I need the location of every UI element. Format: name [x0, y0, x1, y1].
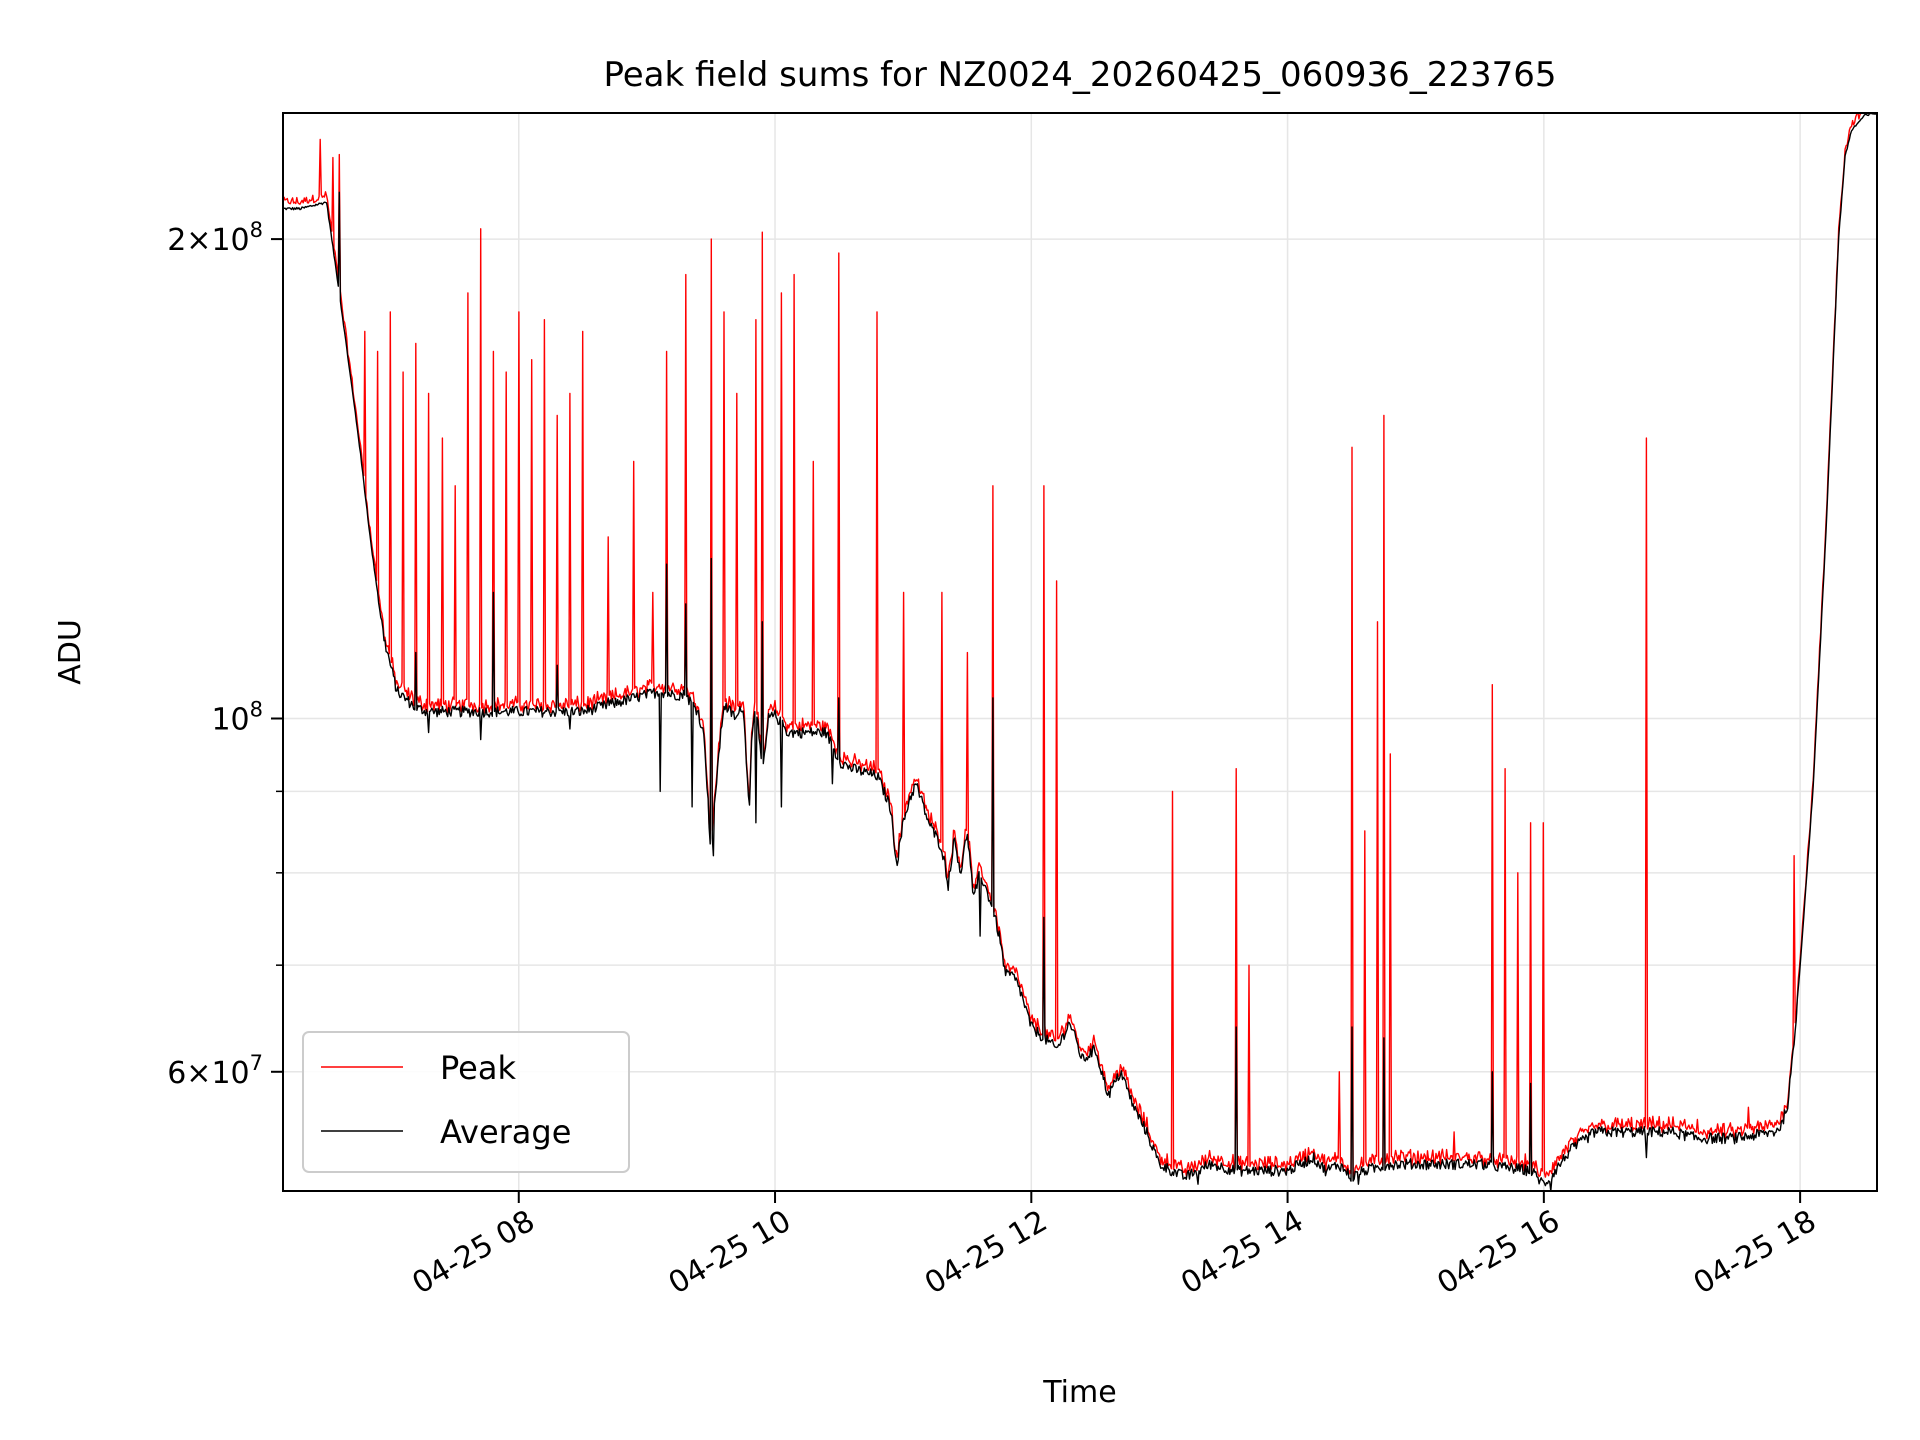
series-line-peak — [283, 113, 1862, 1178]
legend-peak-label: Peak — [440, 1049, 516, 1087]
y-tick-label: 6×107 — [167, 1051, 263, 1091]
y-axis-label: ADU — [53, 619, 88, 685]
chart-title: Peak field sums for NZ0024_20260425_0609… — [603, 55, 1556, 95]
x-axis-label: Time — [1042, 1375, 1116, 1410]
y-tick-label: 2×108 — [167, 218, 263, 258]
legend[interactable]: Peak Average — [302, 1031, 630, 1173]
y-tick-label: 108 — [211, 697, 263, 737]
legend-average-label: Average — [440, 1113, 571, 1151]
grid-layer — [283, 113, 1877, 1191]
series-line-average — [283, 113, 1877, 1191]
series-layer — [283, 113, 1877, 1191]
plot-frame — [282, 112, 1878, 1192]
